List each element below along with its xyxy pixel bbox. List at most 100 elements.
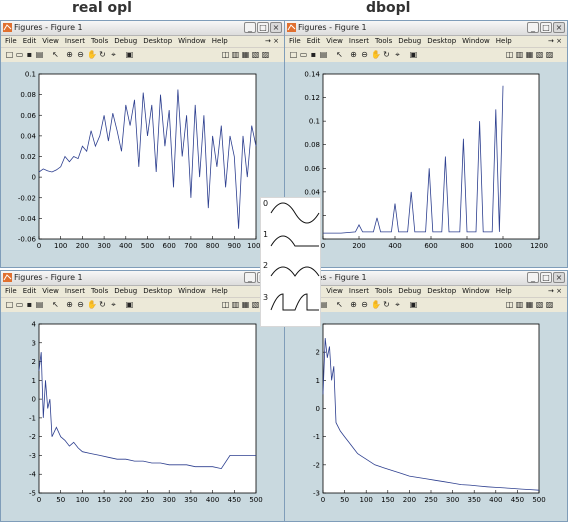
menu-item-window[interactable]: Window [178,37,206,45]
save-icon[interactable]: ▪ [26,50,33,59]
plot-tools-icon[interactable]: ▨ [261,50,270,59]
legend-icon[interactable]: ▦ [525,300,534,309]
print-icon[interactable]: ▤ [319,50,328,59]
menu-item-view[interactable]: View [42,37,59,45]
menu-item-window[interactable]: Window [462,37,490,45]
title-bar[interactable]: Figures - Figure 1_□× [1,21,284,36]
data-cursor-icon[interactable]: ⌖ [111,50,116,59]
colorbar-icon[interactable]: ▥ [515,300,524,309]
zoom-in-icon[interactable]: ⊕ [350,50,357,59]
grid-toggle-icon[interactable]: ▧ [535,50,544,59]
colorbar-icon[interactable]: ▥ [515,50,524,59]
close-button[interactable]: × [270,22,282,33]
link-plot-icon[interactable]: ◫ [505,300,514,309]
minimize-button[interactable]: _ [244,22,256,33]
new-figure-icon[interactable]: □ [5,300,14,309]
select-arrow-icon[interactable]: ↖ [336,300,343,309]
zoom-in-icon[interactable]: ⊕ [66,300,73,309]
select-arrow-icon[interactable]: ↖ [52,300,59,309]
brush-icon[interactable]: ▣ [409,50,418,59]
menu-item-insert[interactable]: Insert [348,287,369,295]
zoom-in-icon[interactable]: ⊕ [350,300,357,309]
new-figure-icon[interactable]: □ [5,50,14,59]
figure-window-bottom-left[interactable]: Figures - Figure 1_□×FileEditViewInsertT… [0,270,285,522]
menu-item-tools[interactable]: Tools [90,287,109,295]
menu-item-desktop[interactable]: Desktop [143,37,173,45]
minimize-button[interactable]: _ [244,272,256,283]
zoom-out-icon[interactable]: ⊖ [77,50,84,59]
title-bar[interactable]: Figures - Figure 1_□× [1,271,284,286]
menu-item-tools[interactable]: Tools [374,287,393,295]
plot-tools-icon[interactable]: ▨ [545,50,554,59]
plot-tools-icon[interactable]: ▨ [545,300,554,309]
menu-item-help[interactable]: Help [495,37,512,45]
legend-icon[interactable]: ▦ [241,300,250,309]
brush-icon[interactable]: ▣ [125,50,134,59]
zoom-in-icon[interactable]: ⊕ [66,50,73,59]
maximize-button[interactable]: □ [540,22,552,33]
save-icon[interactable]: ▪ [310,50,317,59]
menu-item-edit[interactable]: Edit [22,37,37,45]
brush-icon[interactable]: ▣ [409,300,418,309]
figure-window-bottom-right[interactable]: Figures - Figure 1_□×FileEditViewInsertT… [284,270,568,522]
undock-close-controls[interactable]: → × [265,37,279,45]
figure-window-top-right[interactable]: Figures - Figure 1 _ □ × File Edit View Insert T… [284,20,568,268]
close-button[interactable]: × [553,22,565,33]
minimize-button[interactable]: _ [527,22,539,33]
menu-item-file[interactable]: File [5,287,17,295]
title-bar[interactable]: Figures - Figure 1_□× [285,21,567,36]
maximize-button[interactable]: □ [257,22,269,33]
menu-item-insert[interactable]: Insert [64,37,85,45]
link-plot-icon[interactable]: ◫ [221,50,230,59]
title-bar[interactable]: Figures - Figure 1_□× [285,271,567,286]
menu-item-view[interactable]: View [42,287,59,295]
zoom-out-icon[interactable]: ⊖ [361,50,368,59]
colorbar-icon[interactable]: ▥ [231,50,240,59]
rotate-3d-icon[interactable]: ↻ [383,50,390,59]
pan-hand-icon[interactable]: ✋ [87,50,97,59]
menu-item-edit[interactable]: Edit [306,37,321,45]
zoom-out-icon[interactable]: ⊖ [77,300,84,309]
grid-toggle-icon[interactable]: ▧ [251,300,260,309]
colorbar-icon[interactable]: ▥ [231,300,240,309]
open-file-icon[interactable]: ▭ [15,50,24,59]
select-arrow-icon[interactable]: ↖ [52,50,59,59]
menu-item-debug[interactable]: Debug [398,37,422,45]
open-file-icon[interactable]: ▭ [15,300,24,309]
legend-icon[interactable]: ▦ [241,50,250,59]
menu-item-help[interactable]: Help [495,287,512,295]
undock-close-controls[interactable]: → × [548,287,562,295]
menu-item-desktop[interactable]: Desktop [143,287,173,295]
menu-item-edit[interactable]: Edit [22,287,37,295]
menu-item-debug[interactable]: Debug [398,287,422,295]
menu-item-window[interactable]: Window [178,287,206,295]
menu-item-file[interactable]: File [289,37,301,45]
print-icon[interactable]: ▤ [35,300,44,309]
menu-item-tools[interactable]: Tools [90,37,109,45]
menu-item-desktop[interactable]: Desktop [427,37,457,45]
figure-window-top-left[interactable]: Figures - Figure 1 _ □ × File Edit View Insert T… [0,20,285,268]
menu-item-debug[interactable]: Debug [114,287,138,295]
menu-item-insert[interactable]: Insert [348,37,369,45]
grid-toggle-icon[interactable]: ▧ [251,50,260,59]
select-arrow-icon[interactable]: ↖ [336,50,343,59]
undock-close-controls[interactable]: → × [548,37,562,45]
brush-icon[interactable]: ▣ [125,300,134,309]
minimize-button[interactable]: _ [527,272,539,283]
link-plot-icon[interactable]: ◫ [505,50,514,59]
rotate-3d-icon[interactable]: ↻ [99,300,106,309]
rotate-3d-icon[interactable]: ↻ [383,300,390,309]
data-cursor-icon[interactable]: ⌖ [395,300,400,309]
rotate-3d-icon[interactable]: ↻ [99,50,106,59]
print-icon[interactable]: ▤ [319,300,328,309]
menu-item-help[interactable]: Help [211,37,228,45]
close-button[interactable]: × [553,272,565,283]
menu-item-debug[interactable]: Debug [114,37,138,45]
menu-item-help[interactable]: Help [211,287,228,295]
maximize-button[interactable]: □ [540,272,552,283]
save-icon[interactable]: ▪ [26,300,33,309]
grid-toggle-icon[interactable]: ▧ [535,300,544,309]
pan-hand-icon[interactable]: ✋ [371,50,381,59]
data-cursor-icon[interactable]: ⌖ [395,50,400,59]
menu-item-window[interactable]: Window [462,287,490,295]
